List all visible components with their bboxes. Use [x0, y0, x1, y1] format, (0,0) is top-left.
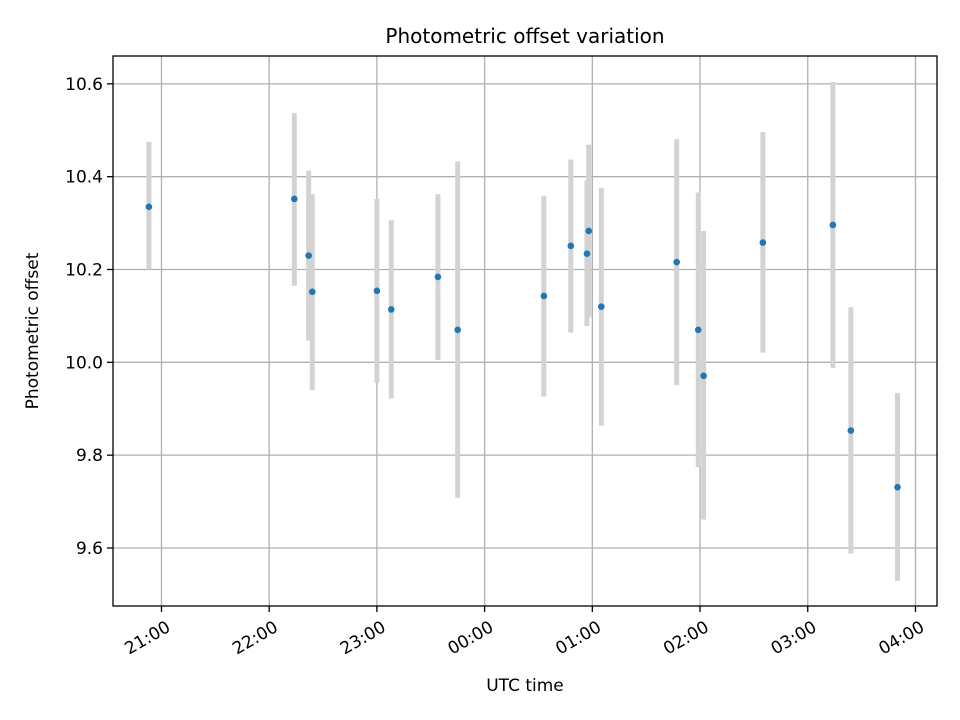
- data-point: [305, 252, 312, 259]
- y-tick-label: 10.6: [65, 75, 103, 95]
- data-point: [694, 326, 702, 334]
- data-point: [454, 326, 461, 334]
- data-point: [373, 287, 381, 295]
- data-point: [583, 250, 591, 258]
- y-axis-ticks: 9.6 9.8 10.0 10.2 10.4 10.6: [65, 75, 113, 559]
- chart-title: Photometric offset variation: [385, 24, 664, 48]
- x-axis-label: UTC time: [486, 676, 564, 696]
- data-point: [387, 306, 395, 313]
- data-point: [585, 227, 593, 235]
- data-point: [829, 221, 837, 229]
- y-tick-label: 10.0: [65, 353, 103, 373]
- data-point: [291, 195, 298, 203]
- data-point: [308, 288, 316, 296]
- data-point: [567, 242, 575, 250]
- y-tick-label: 10.4: [65, 168, 103, 188]
- data-point: [847, 427, 855, 434]
- data-points: [145, 195, 901, 491]
- data-point: [145, 203, 153, 211]
- data-point: [434, 273, 442, 281]
- y-tick-label: 9.6: [76, 539, 103, 559]
- y-tick-label: 9.8: [76, 446, 103, 466]
- data-point: [540, 292, 548, 300]
- plot-frame: [112, 55, 938, 607]
- data-point: [894, 483, 901, 491]
- y-tick-label: 10.2: [65, 261, 103, 281]
- data-point: [673, 258, 680, 266]
- y-axis-label: Photometric offset: [23, 252, 43, 409]
- data-point: [700, 372, 707, 380]
- data-point: [759, 239, 767, 246]
- data-point: [597, 303, 605, 310]
